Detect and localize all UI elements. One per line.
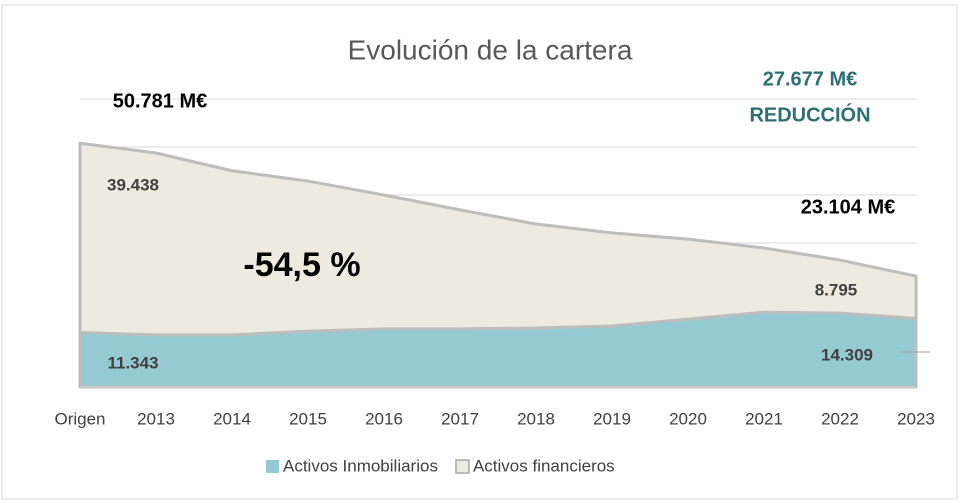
legend-swatch — [455, 459, 470, 474]
data-label: 14.309 — [821, 345, 873, 364]
x-tick-label: 2023 — [897, 409, 935, 428]
legend-label: Activos financieros — [473, 456, 615, 475]
data-label: 8.795 — [815, 280, 858, 299]
annotation: 27.677 M€ — [763, 68, 858, 90]
legend-label: Activos Inmobiliarios — [283, 456, 438, 475]
x-tick-label: 2014 — [213, 409, 251, 428]
x-tick-label: 2019 — [593, 409, 631, 428]
x-tick-label: 2017 — [441, 409, 479, 428]
legend-swatch — [266, 460, 279, 473]
x-tick-label: 2020 — [669, 409, 707, 428]
area — [78, 141, 918, 337]
x-tick-label: 2016 — [365, 409, 403, 428]
x-tick-label: 2018 — [517, 409, 555, 428]
chart-title: Evolución de la cartera — [348, 34, 633, 65]
x-tick-label: 2013 — [137, 409, 175, 428]
annotation: 23.104 M€ — [801, 196, 896, 218]
x-tick-label: 2021 — [745, 409, 783, 428]
x-tick-label: 2015 — [289, 409, 327, 428]
annotation: -54,5 % — [243, 246, 360, 284]
x-tick-label: Origen — [54, 409, 105, 428]
x-tick-label: 2022 — [821, 409, 859, 428]
annotation: 50.781 M€ — [113, 90, 208, 112]
data-label: 11.343 — [107, 353, 158, 372]
annotation: REDUCCIÓN — [749, 102, 870, 126]
data-label: 39.438 — [107, 175, 159, 194]
